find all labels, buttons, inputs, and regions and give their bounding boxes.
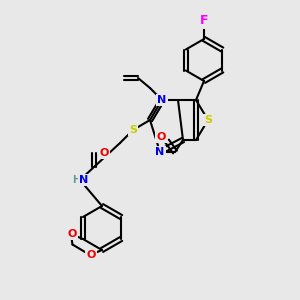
Text: O: O	[99, 148, 109, 158]
Text: N: N	[155, 147, 165, 157]
Text: H: H	[72, 175, 80, 185]
Text: S: S	[204, 115, 212, 125]
Text: O: O	[156, 132, 166, 142]
Text: O: O	[67, 229, 76, 239]
Text: N: N	[158, 95, 166, 105]
Text: O: O	[86, 250, 96, 260]
Text: S: S	[129, 125, 137, 135]
Text: F: F	[200, 14, 208, 28]
Text: N: N	[80, 175, 88, 185]
